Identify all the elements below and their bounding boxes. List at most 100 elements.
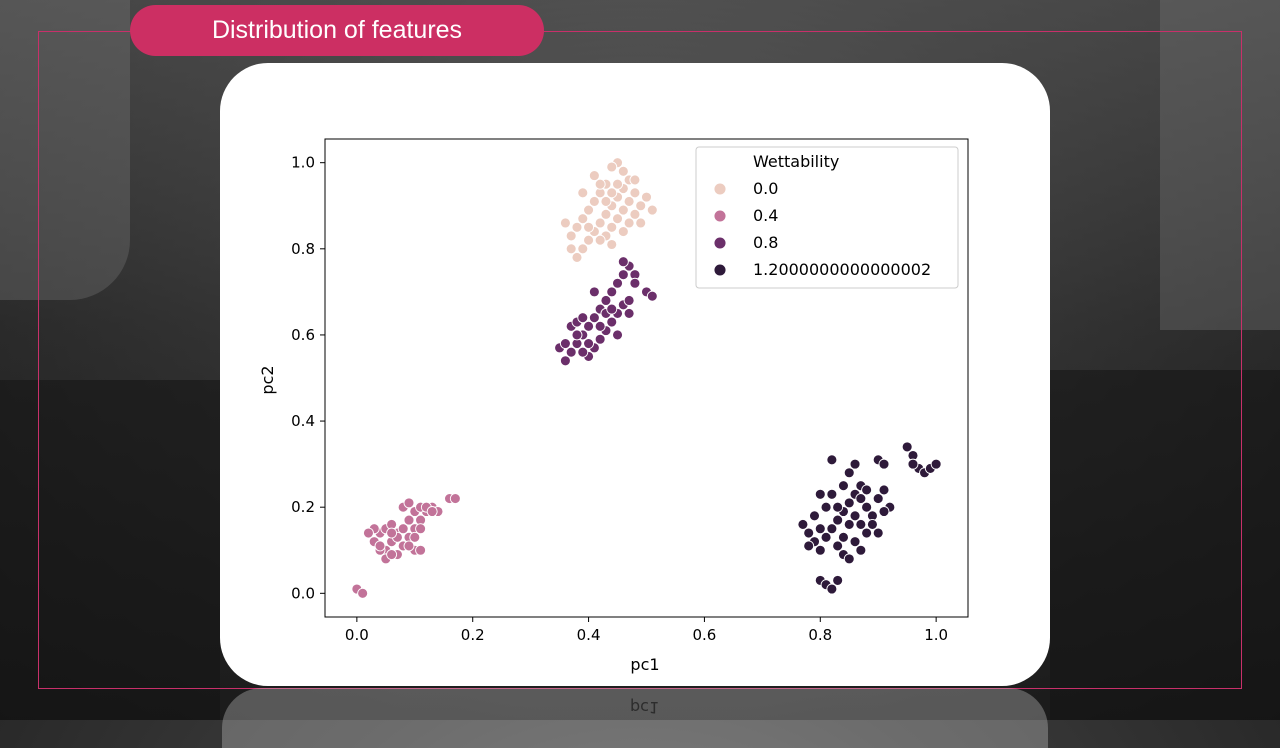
data-point (820, 501, 832, 513)
background-building-left (0, 0, 130, 300)
data-point (606, 221, 618, 233)
slide-frame (38, 31, 1242, 689)
y-tick-label: 0.6 (291, 326, 315, 344)
data-point (878, 458, 890, 470)
data-point (832, 514, 844, 526)
data-point (629, 208, 641, 220)
y-tick-label: 0.4 (291, 412, 315, 430)
data-point (843, 497, 855, 509)
data-point (623, 195, 635, 207)
slide-title: Distribution of features (130, 5, 544, 56)
legend-label: 0.0 (753, 179, 778, 198)
legend-label: 0.4 (753, 206, 778, 225)
data-point (588, 286, 600, 298)
y-tick-label: 1.0 (291, 154, 315, 172)
data-point (838, 531, 849, 543)
data-point (577, 312, 589, 324)
data-point (861, 527, 873, 539)
data-point (583, 338, 595, 349)
data-point (803, 540, 815, 552)
x-axis-label: pc1 (630, 655, 659, 674)
data-point (872, 527, 884, 539)
data-point (588, 312, 600, 324)
data-point (571, 329, 583, 341)
data-point (606, 303, 618, 315)
legend-marker (713, 182, 727, 196)
data-point (629, 174, 641, 186)
legend-marker (713, 209, 727, 223)
data-point (594, 234, 606, 246)
data-point (646, 204, 658, 216)
data-point (803, 527, 815, 539)
data-point (565, 346, 577, 358)
data-point (612, 213, 623, 225)
data-point (617, 256, 629, 268)
data-point (849, 510, 861, 522)
x-tick-label: 1.0 (924, 626, 948, 644)
data-point (357, 587, 369, 599)
data-point (403, 497, 415, 509)
data-point (374, 540, 386, 552)
data-point (617, 226, 629, 238)
data-point (866, 518, 878, 530)
data-point (559, 338, 571, 349)
data-point (843, 467, 855, 479)
data-point (826, 454, 838, 466)
data-point (861, 501, 873, 513)
data-point (426, 506, 438, 517)
data-point (832, 501, 844, 513)
data-point (809, 510, 820, 522)
data-point (362, 527, 374, 539)
data-point (594, 320, 606, 332)
data-point (606, 286, 618, 298)
data-point (606, 239, 618, 250)
x-tick-label: 0.2 (461, 626, 485, 644)
data-point (594, 333, 606, 345)
x-tick-label: 0.0 (345, 626, 369, 644)
data-point (403, 540, 415, 552)
data-point (623, 307, 635, 319)
data-point (814, 544, 826, 556)
data-point (588, 195, 600, 207)
data-point (577, 187, 589, 199)
y-axis-label: pc2 (258, 365, 277, 394)
data-point (583, 221, 595, 233)
data-point (872, 493, 884, 505)
scatter-chart: 0.0 0.2 0.4 0.6 0.8 1.0 0.0 0.2 0.4 0.6 0.8 1.0 pc… (258, 138, 969, 674)
data-point (826, 583, 838, 595)
points-layer (351, 157, 942, 599)
y-axis-ticks: 0.0 0.2 0.4 0.6 0.8 1.0 (291, 154, 325, 602)
data-point (409, 531, 421, 543)
data-point (577, 243, 589, 255)
legend-label: 1.2000000000000002 (753, 260, 931, 279)
data-point (577, 346, 589, 358)
data-point (629, 277, 641, 289)
data-point (635, 200, 647, 212)
data-point (878, 484, 890, 496)
data-point (849, 536, 861, 548)
data-point (571, 251, 583, 263)
data-point (577, 213, 589, 225)
data-point (907, 458, 919, 470)
plot-frame (324, 138, 969, 618)
data-point (606, 161, 618, 173)
data-point (855, 518, 867, 530)
data-point (415, 544, 427, 556)
data-point (617, 165, 629, 177)
data-point (843, 553, 855, 565)
legend-box (695, 146, 959, 289)
data-point (449, 493, 461, 505)
legend: Wettability 0.0 0.4 0.8 1.2000000000000002 (695, 146, 959, 289)
data-point (635, 217, 647, 229)
data-point (814, 488, 826, 500)
data-point (843, 518, 855, 530)
legend-title: Wettability (753, 152, 839, 171)
x-tick-label: 0.8 (808, 626, 832, 644)
data-point (623, 217, 635, 229)
data-point (600, 195, 612, 207)
data-point (641, 191, 652, 203)
data-point (832, 574, 844, 586)
data-point (386, 527, 398, 539)
data-point (583, 234, 595, 246)
data-point (629, 187, 641, 199)
